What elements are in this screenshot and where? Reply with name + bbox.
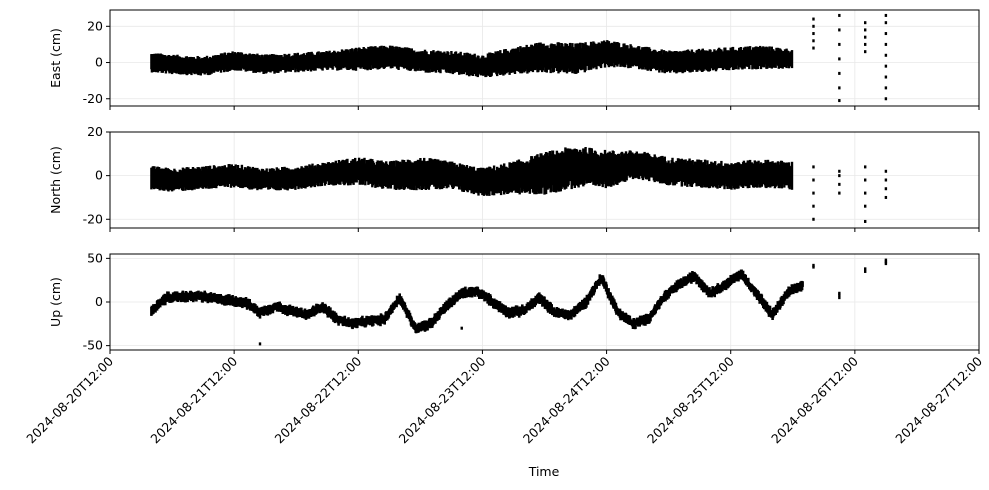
- panel-3: -50 0 50 Up (cm): [48, 250, 980, 354]
- data-point: [864, 50, 867, 54]
- data-point: [812, 191, 815, 195]
- y-tick-label: -20: [83, 211, 103, 226]
- data-point: [864, 28, 867, 32]
- y-tick-label: 0: [95, 294, 103, 309]
- data-point: [884, 262, 888, 266]
- data-point: [864, 269, 867, 273]
- data-point: [864, 178, 867, 182]
- y-axis-label: Up (cm): [48, 277, 63, 327]
- y-tick-label: 20: [87, 124, 103, 139]
- data-point: [864, 267, 867, 271]
- data-point: [864, 191, 867, 195]
- data-point: [838, 291, 841, 295]
- axes-frame: [109, 9, 980, 107]
- data-point: [812, 178, 815, 182]
- data-point: [884, 53, 888, 57]
- data-point: [884, 187, 888, 191]
- data-point-outlier: [460, 326, 463, 330]
- data-point: [838, 42, 841, 46]
- data-point: [884, 13, 888, 17]
- data-point: [838, 99, 841, 103]
- data-point: [884, 86, 888, 90]
- panel-1: -20 0 20 East (cm): [48, 9, 980, 110]
- data-point: [838, 57, 841, 61]
- data-point: [884, 75, 888, 79]
- y-tick-label: 50: [87, 250, 103, 265]
- data-point: [812, 165, 815, 169]
- data-point: [838, 169, 841, 173]
- y-tick-label: -50: [83, 338, 103, 353]
- y-tick-label: 20: [87, 18, 103, 33]
- data-point: [812, 32, 815, 36]
- data-point: [838, 71, 841, 75]
- data-point: [864, 165, 867, 169]
- data-point: [884, 169, 888, 173]
- data-point: [864, 219, 867, 223]
- axes-frame: [109, 131, 980, 229]
- panel-2: -20 0 20 North (cm): [48, 124, 980, 232]
- data-point: [884, 258, 888, 262]
- data-point: [812, 46, 815, 50]
- data-point: [838, 296, 841, 300]
- data-point: [884, 64, 888, 68]
- y-tick-label: 0: [95, 55, 103, 70]
- data-point: [864, 204, 867, 208]
- y-tick-label: 0: [95, 168, 103, 183]
- data-point: [864, 35, 867, 39]
- data-point: [838, 86, 841, 90]
- data-point-outlier: [258, 342, 262, 346]
- x-axis-label: Time: [528, 464, 560, 479]
- data-point: [884, 32, 888, 36]
- data-point: [838, 293, 841, 297]
- data-point: [838, 28, 841, 32]
- y-axis-label: East (cm): [48, 28, 63, 88]
- data-point: [812, 263, 815, 267]
- data-point: [812, 204, 815, 208]
- data-point: [884, 42, 888, 46]
- data-point: [812, 17, 815, 21]
- y-tick-label: -20: [83, 91, 103, 106]
- data-point: [812, 217, 815, 221]
- data-point: [812, 39, 815, 43]
- data-point: [884, 21, 888, 25]
- data-point: [884, 97, 888, 101]
- data-point: [864, 42, 867, 46]
- y-axis-label: North (cm): [48, 146, 63, 214]
- data-point: [884, 178, 888, 182]
- data-point: [812, 265, 815, 269]
- data-point: [838, 182, 841, 186]
- data-point: [812, 24, 815, 28]
- data-point: [884, 195, 888, 199]
- data-point: [884, 260, 888, 264]
- data-point: [838, 13, 841, 17]
- data-point: [838, 174, 841, 178]
- data-point: [838, 191, 841, 195]
- data-point: [864, 21, 867, 25]
